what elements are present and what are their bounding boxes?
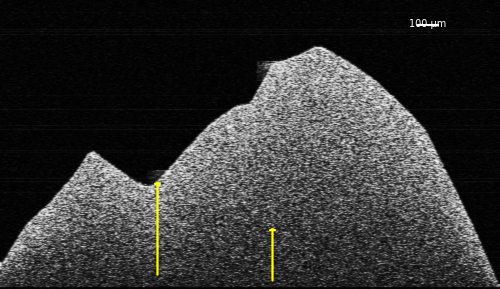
Text: 100 μm: 100 μm xyxy=(410,19,447,29)
